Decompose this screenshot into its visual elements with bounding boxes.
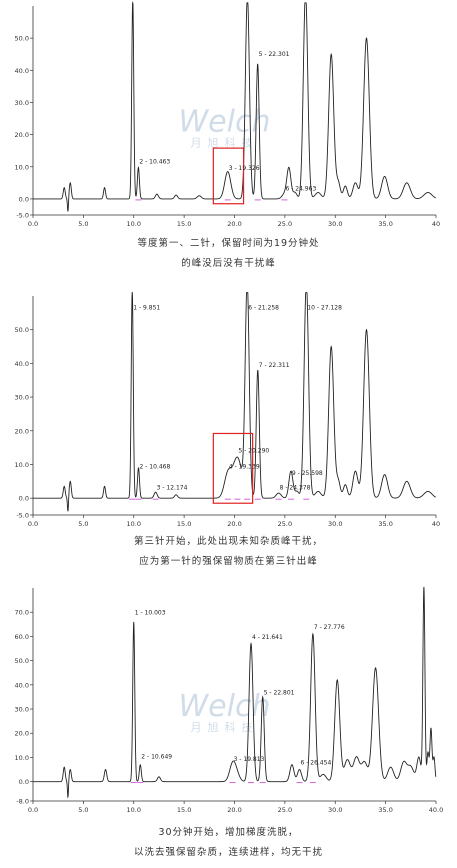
x-tick-label: 25.0: [278, 806, 292, 814]
peak-label: 4 - 21.641: [252, 634, 283, 641]
x-tick-label: 25.0: [278, 520, 292, 528]
y-tick-label: 10.0: [15, 461, 29, 469]
caption-1-line-1: 等度第一、二针，保留时间为19分钟处: [137, 238, 320, 249]
y-tick-label: 0.0: [19, 195, 29, 203]
x-tick-label: 5.0: [78, 806, 88, 814]
peak-label: 1 - 9.851: [133, 304, 160, 311]
y-tick-label: 0.0: [19, 495, 29, 503]
caption-3: 30分钟开始，增加梯度洗脱， 以洗去强保留杂质，连续进样，均无干扰: [0, 823, 457, 863]
watermark-subtitle: 月旭科技: [191, 720, 259, 734]
caption-2: 第三针开始，此处出现未知杂质峰干扰， 应为第一针的强保留物质在第三针出峰: [0, 532, 457, 572]
peak-label: 3 - 19.813: [234, 756, 265, 763]
highlight-box: [212, 147, 245, 205]
x-tick-label: 20.0: [227, 520, 241, 528]
peak-label: 1 - 10.003: [135, 610, 166, 617]
y-tick-label: 20.0: [15, 131, 29, 139]
y-tick-label: 40.0: [15, 681, 29, 689]
peak-label: 5 - 22.801: [264, 690, 295, 697]
x-tick-label: 20.0: [227, 806, 241, 814]
x-tick-label: 10.0: [127, 220, 141, 228]
chromatogram-trace: [33, 586, 437, 799]
peak-label: 3 - 12.174: [157, 485, 188, 492]
y-tick-label: 40.0: [15, 67, 29, 75]
y-tick-label: -5.0: [16, 512, 29, 520]
x-tick-label: 0.0: [28, 220, 38, 228]
peak-label: 7 - 27.776: [314, 624, 345, 631]
x-tick-label: 0.0: [28, 520, 38, 528]
y-tick-label: 70.0: [15, 609, 29, 617]
y-tick-label: -8.0: [16, 798, 29, 806]
peak-label: 6 - 24.963: [285, 186, 316, 193]
y-tick-label: 10.0: [15, 163, 29, 171]
x-tick-label: 0.0: [28, 806, 38, 814]
x-tick-label: 5.0: [78, 220, 88, 228]
peak-label: 3 - 19.326: [229, 165, 260, 172]
chromatogram-3: Welch月旭科技-8.00.010.020.030.040.050.060.0…: [15, 586, 443, 814]
peak-label: 2 - 10.463: [139, 159, 170, 166]
y-tick-label: 30.0: [15, 394, 29, 402]
y-tick-label: 50.0: [15, 657, 29, 665]
y-tick-label: 20.0: [15, 730, 29, 738]
y-tick-label: 30.0: [15, 99, 29, 107]
chromatogram-trace: [33, 292, 437, 512]
x-tick-label: 30.0: [328, 220, 342, 228]
x-tick-label: 40.0: [429, 806, 443, 814]
y-tick-label: 10.0: [15, 754, 29, 762]
peak-label: 2 - 10.468: [139, 464, 170, 471]
y-tick-label: 30.0: [15, 706, 29, 714]
x-tick-label: 15.0: [177, 806, 191, 814]
y-tick-label: 20.0: [15, 427, 29, 435]
peak-label: 2 - 10.649: [141, 754, 172, 761]
x-tick-label: 15.0: [177, 220, 191, 228]
watermark-logo: Welch: [179, 689, 271, 724]
x-tick-label: 15.0: [177, 520, 191, 528]
caption-3-line-2: 以洗去强保留杂质，连续进样，均无干扰: [133, 847, 323, 858]
y-tick-label: 40.0: [15, 360, 29, 368]
caption-1: 等度第一、二针，保留时间为19分钟处 的峰没后没有干扰峰: [0, 234, 457, 274]
x-tick-label: 10.0: [127, 806, 141, 814]
peak-label: 6 - 26.454: [300, 760, 331, 767]
caption-2-line-2: 应为第一针的强保留物质在第三针出峰: [139, 556, 318, 567]
watermark-subtitle: 月旭科技: [191, 135, 259, 149]
caption-2-line-1: 第三针开始，此处出现未知杂质峰干扰，: [133, 536, 323, 547]
peak-label: 5 - 20.290: [238, 448, 269, 455]
watermark-logo: Welch: [179, 104, 271, 139]
y-tick-label: 60.0: [15, 633, 29, 641]
x-tick-label: 35.0: [378, 520, 392, 528]
caption-1-line-2: 的峰没后没有干扰峰: [181, 258, 276, 269]
x-tick-label: 5.0: [78, 520, 88, 528]
peak-label: 9 - 25.598: [292, 470, 323, 477]
peak-label: 5 - 22.301: [259, 51, 290, 58]
y-tick-label: -5.0: [16, 212, 29, 220]
peak-label: 4 - 19.339: [229, 464, 260, 471]
x-tick-label: 30.0: [328, 806, 342, 814]
highlight-box: [212, 432, 254, 504]
x-tick-label: 30.0: [328, 520, 342, 528]
peak-label: 6 - 21.258: [248, 304, 279, 311]
x-tick-label: 35.0: [378, 806, 392, 814]
x-tick-label: 35.0: [378, 220, 392, 228]
x-tick-label: 25.0: [278, 220, 292, 228]
chromatogram-trace: [33, 1, 436, 212]
y-tick-label: 50.0: [15, 326, 29, 334]
x-tick-label: 40: [432, 220, 440, 228]
x-tick-label: 40: [432, 520, 440, 528]
x-tick-label: 20.0: [227, 220, 241, 228]
caption-3-line-1: 30分钟开始，增加梯度洗脱，: [158, 827, 299, 838]
y-tick-label: 50.0: [15, 35, 29, 43]
y-tick-label: 0.0: [19, 778, 29, 786]
peak-label: 8 - 24.378: [280, 485, 311, 492]
chromatogram-2: -5.00.010.020.030.040.050.00.0 5.0 10.0 15.…: [15, 292, 440, 528]
peak-label: 7 - 22.311: [259, 362, 290, 369]
x-tick-label: 10.0: [127, 520, 141, 528]
peak-label: 10 - 27.128: [307, 304, 342, 311]
